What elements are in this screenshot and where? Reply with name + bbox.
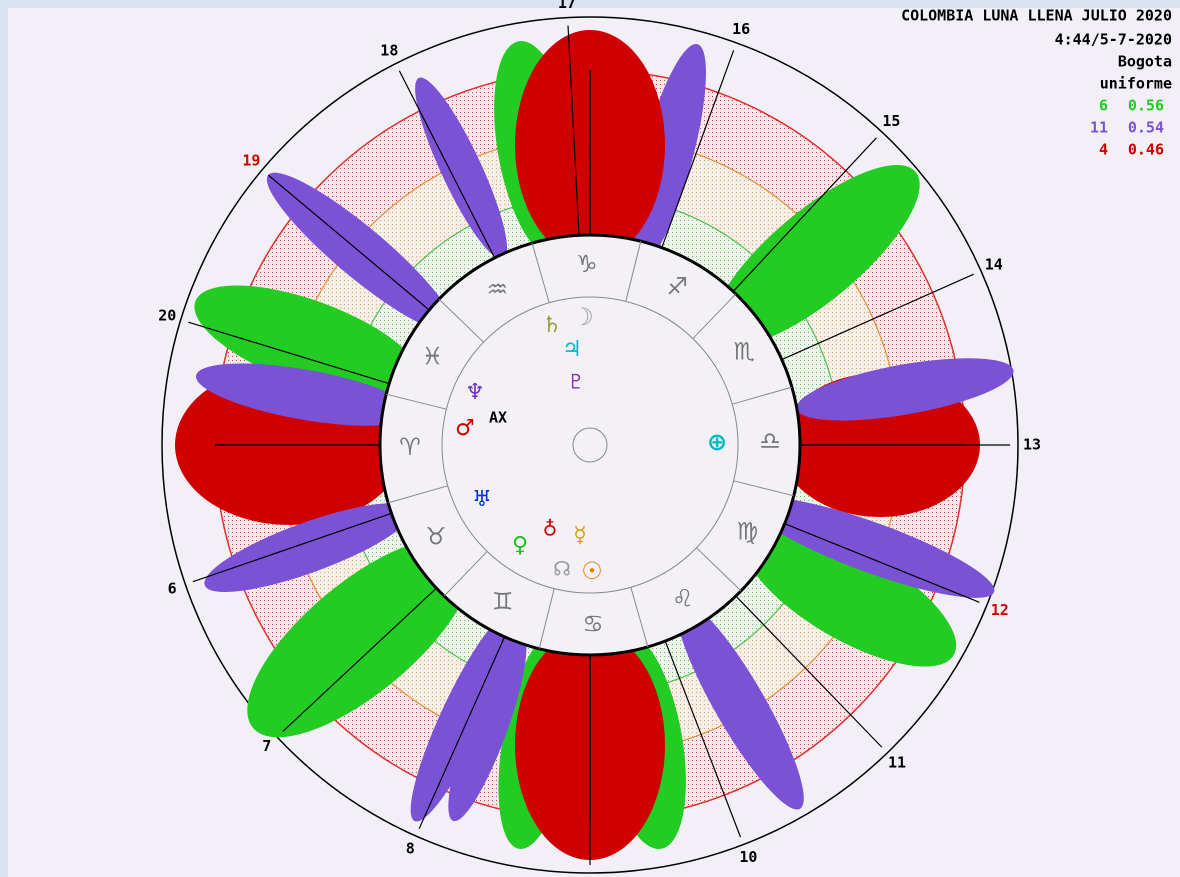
house-number: 6 <box>168 579 177 597</box>
house-number: 8 <box>406 839 415 857</box>
sign-glyph: ♌ <box>672 584 694 612</box>
house-line <box>398 70 496 259</box>
legend-score: 0.56 <box>1128 97 1164 115</box>
planet-glyph: ☽ <box>572 303 594 331</box>
planet-glyph: ⊕ <box>707 428 727 456</box>
planet-glyph: ♅ <box>472 487 492 512</box>
house-lines <box>188 25 1010 865</box>
petal <box>676 600 804 810</box>
house-line <box>192 512 392 583</box>
petal <box>247 538 474 738</box>
house-line <box>188 321 390 385</box>
sign-divider <box>438 298 484 343</box>
planet-glyph: ♀ <box>512 533 528 558</box>
house-line <box>567 25 580 236</box>
center-circle <box>572 427 608 463</box>
house-number: 10 <box>739 848 757 866</box>
petal <box>743 523 957 667</box>
house-line <box>661 50 735 248</box>
inner-wheel <box>441 296 739 594</box>
house-line <box>732 137 877 292</box>
petal <box>410 612 516 822</box>
house-line <box>267 174 430 311</box>
house-number: 16 <box>732 20 750 38</box>
house-line <box>735 595 883 748</box>
house-number: 19 <box>242 151 260 169</box>
sign-divider <box>630 587 649 648</box>
petal <box>195 363 413 426</box>
datetime: 4:44/5-7-2020 <box>1055 31 1172 49</box>
sign-divider <box>696 547 742 592</box>
legend-house: 4 <box>1099 141 1108 159</box>
sign-divider <box>625 241 642 302</box>
sign-glyph: ♍ <box>737 517 759 545</box>
sign-glyph: ♒ <box>487 276 509 304</box>
sign-glyph: ♈ <box>399 433 421 461</box>
house-number: 18 <box>380 42 398 60</box>
planet-glyph: ♃ <box>562 337 582 362</box>
planet-glyph: ♁ <box>543 517 558 541</box>
petal <box>448 632 527 822</box>
house-number: 12 <box>991 601 1009 619</box>
sign-glyph: ♐ <box>667 273 689 301</box>
sign-divider <box>386 393 447 410</box>
house-number: 15 <box>882 112 900 130</box>
planet-glyph: AX <box>489 409 507 427</box>
place: Bogota <box>1118 53 1172 71</box>
sign-glyph: ♉ <box>425 523 447 551</box>
house-line <box>784 523 980 603</box>
sign-glyph: ♊ <box>492 587 514 615</box>
planet-glyph: ☿ <box>573 523 587 548</box>
planet-glyph: ♂ <box>455 416 475 441</box>
sign-divider <box>692 293 737 339</box>
petal <box>415 77 508 260</box>
house-line <box>282 587 437 732</box>
petal <box>712 164 920 346</box>
house-number: 13 <box>1023 436 1041 454</box>
house-number: 7 <box>262 737 271 755</box>
sign-divider <box>732 386 793 405</box>
sign-divider <box>733 480 794 497</box>
petal <box>194 285 422 400</box>
legend-score: 0.46 <box>1128 141 1164 159</box>
sign-glyph: ♎ <box>759 427 781 455</box>
house-number: 14 <box>985 256 1003 274</box>
house-number: 20 <box>158 306 176 324</box>
planet-glyph: ♇ <box>567 370 585 394</box>
legend-house: 6 <box>1099 97 1108 115</box>
planet-glyph: ☊ <box>553 557 571 581</box>
planet-glyph: ♆ <box>465 380 485 405</box>
petal <box>749 497 995 598</box>
petal <box>796 358 1014 421</box>
house-line <box>418 636 506 829</box>
legend-house: 11 <box>1090 119 1108 137</box>
house-number: 17 <box>558 0 576 12</box>
sign-glyph: ♋ <box>582 610 604 638</box>
method: uniforme <box>1100 75 1172 93</box>
sign-glyph: ♓ <box>422 343 444 371</box>
house-number: 11 <box>888 753 906 771</box>
title: COLOMBIA LUNA LLENA JULIO 2020 <box>901 7 1172 25</box>
planet-glyph: ☉ <box>581 557 603 585</box>
planet-glyph: ♄ <box>542 313 562 338</box>
sign-glyph: ♑ <box>576 250 598 278</box>
sign-glyph: ♏ <box>734 337 756 365</box>
house-line <box>781 273 974 361</box>
legend-score: 0.54 <box>1128 119 1164 137</box>
labels: 13141516171819206789101112♎♏♐♑♒♓♈♉♊♋♌♍♄☽… <box>158 0 1041 866</box>
petal <box>204 503 412 592</box>
house-line <box>664 640 742 838</box>
sign-divider <box>538 588 555 649</box>
sign-divider <box>387 485 448 504</box>
sign-divider <box>443 551 488 597</box>
sign-divider <box>531 242 550 303</box>
